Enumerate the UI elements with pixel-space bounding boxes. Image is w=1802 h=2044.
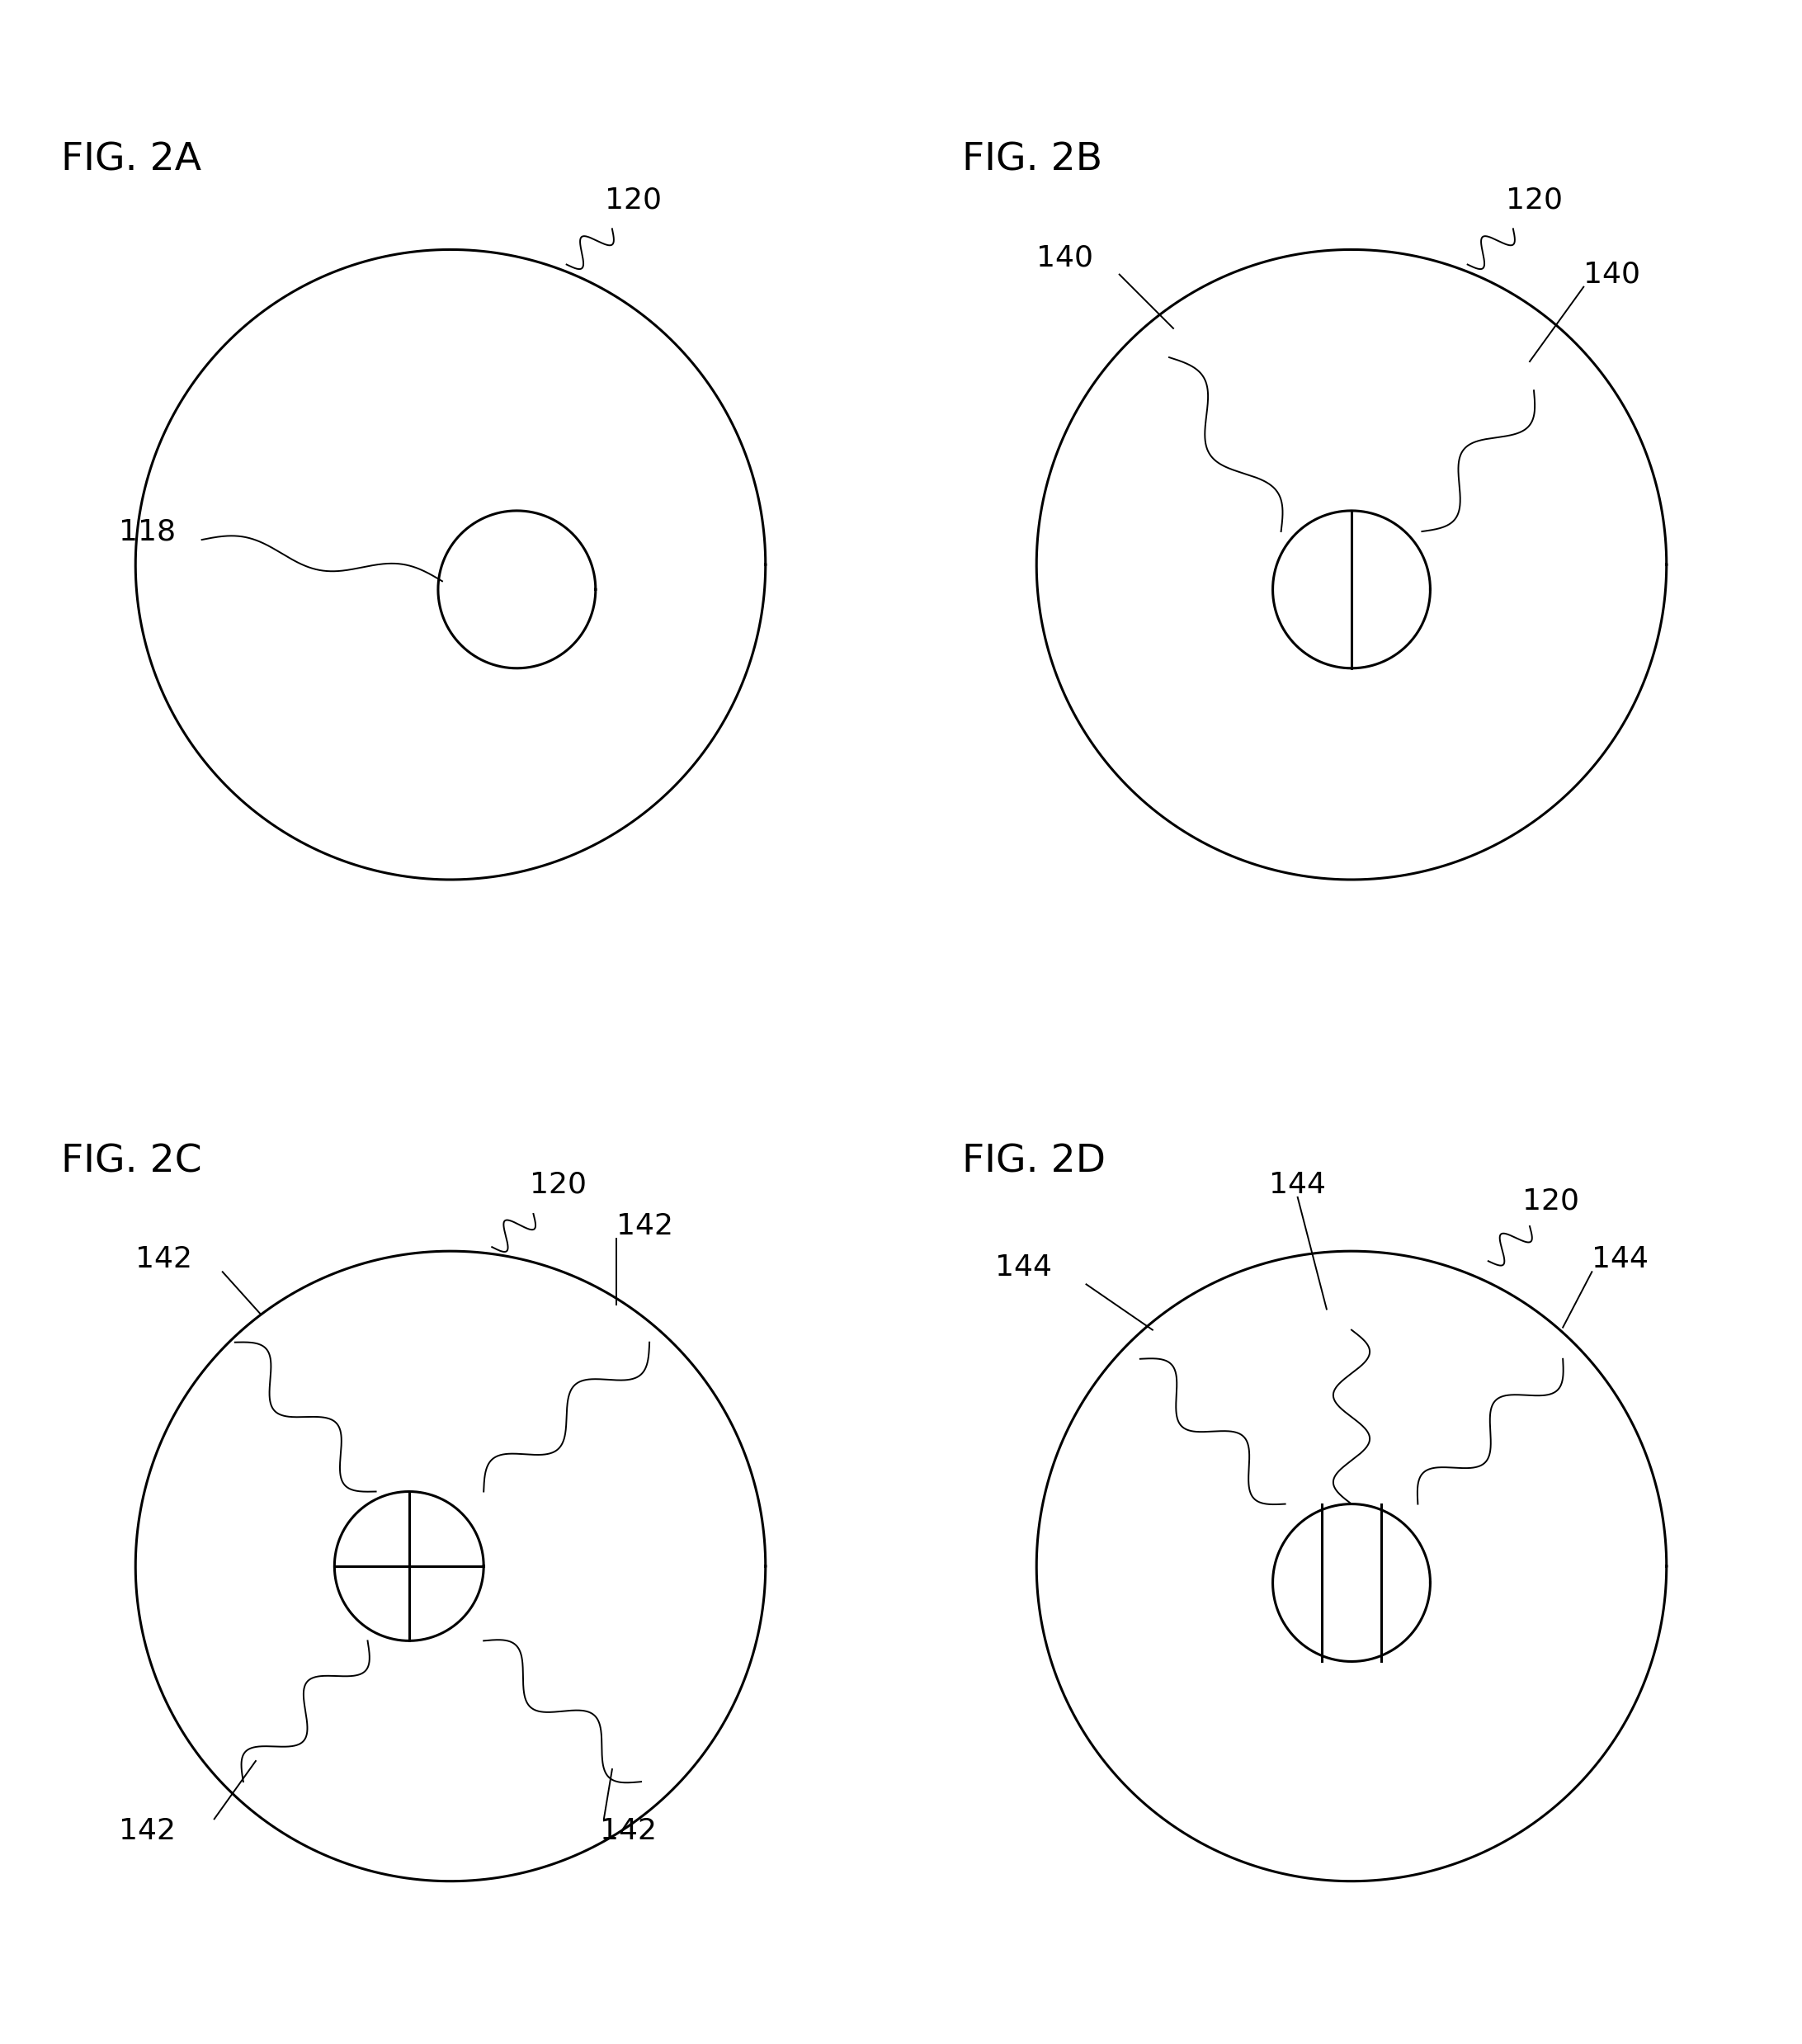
Text: 142: 142 xyxy=(119,1817,177,1846)
Text: 144: 144 xyxy=(995,1253,1052,1282)
Text: 144: 144 xyxy=(1591,1245,1649,1273)
Text: 142: 142 xyxy=(616,1212,674,1241)
Text: 120: 120 xyxy=(1505,186,1562,215)
Text: FIG. 2A: FIG. 2A xyxy=(61,141,202,180)
Text: 118: 118 xyxy=(119,517,177,546)
Text: 144: 144 xyxy=(1269,1171,1326,1200)
Text: FIG. 2B: FIG. 2B xyxy=(962,141,1103,180)
Text: 120: 120 xyxy=(1523,1188,1579,1216)
Text: 120: 120 xyxy=(604,186,661,215)
Text: FIG. 2D: FIG. 2D xyxy=(962,1143,1105,1181)
Text: 142: 142 xyxy=(135,1245,193,1273)
Text: FIG. 2C: FIG. 2C xyxy=(61,1143,202,1181)
Text: 140: 140 xyxy=(1584,260,1640,288)
Text: 142: 142 xyxy=(600,1817,656,1846)
Text: 140: 140 xyxy=(1036,243,1094,272)
Text: 120: 120 xyxy=(530,1171,587,1200)
